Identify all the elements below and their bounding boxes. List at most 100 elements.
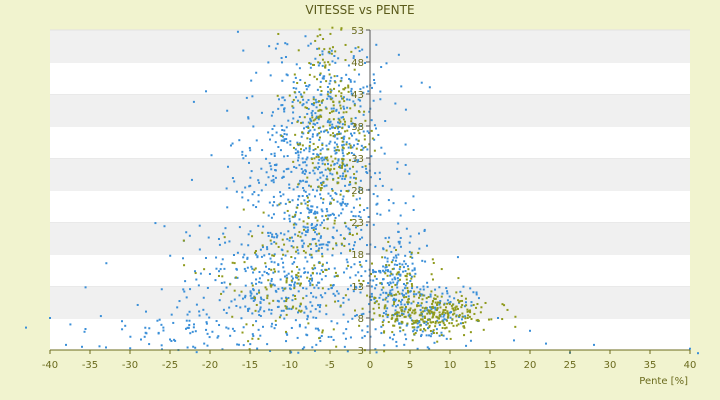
data-point [289, 143, 292, 146]
data-point [349, 80, 352, 83]
data-point [273, 253, 276, 256]
data-point [393, 301, 396, 304]
data-point [362, 91, 365, 94]
data-point [307, 130, 310, 133]
data-point [249, 176, 252, 179]
data-point [410, 302, 413, 305]
data-point [263, 310, 266, 313]
data-point [220, 281, 223, 284]
data-point [320, 130, 323, 133]
data-point [359, 105, 362, 108]
data-point [374, 300, 377, 303]
data-point [353, 263, 356, 266]
data-point [382, 324, 385, 327]
data-point [399, 214, 402, 217]
x-tick-label: -40 [42, 360, 58, 371]
data-point [430, 321, 433, 324]
data-point [361, 307, 364, 310]
data-point [416, 322, 419, 325]
data-point [406, 322, 409, 325]
data-point [341, 208, 344, 211]
x-tick-label: -25 [162, 360, 178, 371]
data-point [382, 286, 385, 289]
data-point [332, 104, 335, 107]
data-point [313, 63, 316, 66]
data-point [445, 337, 448, 340]
data-point [391, 259, 394, 262]
data-point [163, 225, 166, 228]
data-point [382, 312, 385, 315]
data-point [327, 214, 330, 217]
data-point [303, 271, 306, 274]
data-point [344, 59, 347, 62]
data-point [197, 284, 200, 287]
data-point [466, 310, 469, 313]
data-point [315, 316, 318, 319]
data-point [287, 119, 290, 122]
data-point [322, 174, 325, 177]
data-point [346, 170, 349, 173]
data-point [307, 99, 310, 102]
data-point [251, 235, 254, 238]
data-point [310, 227, 313, 230]
data-point [380, 66, 383, 69]
data-point [240, 243, 243, 246]
data-point [448, 322, 451, 325]
data-point [461, 312, 464, 315]
data-point [349, 79, 352, 82]
data-point [298, 91, 301, 94]
data-point [330, 335, 333, 338]
data-point [252, 289, 255, 292]
data-point [296, 143, 299, 146]
data-point [353, 104, 356, 107]
data-point [406, 303, 409, 306]
data-point [357, 215, 360, 218]
data-point [461, 315, 464, 318]
data-point [407, 314, 410, 317]
data-point [306, 204, 309, 207]
data-point [393, 263, 396, 266]
data-point [285, 340, 288, 343]
data-point [266, 248, 269, 251]
data-point [366, 56, 369, 59]
data-point [249, 343, 252, 346]
data-point [365, 224, 368, 227]
data-point [341, 161, 344, 164]
data-point [278, 316, 281, 319]
data-point [342, 154, 345, 157]
data-point [285, 332, 288, 335]
data-point [199, 272, 202, 275]
data-point [250, 79, 253, 82]
data-point [308, 144, 311, 147]
data-point [231, 142, 234, 145]
data-point [438, 334, 441, 337]
data-point [340, 202, 343, 205]
data-point [309, 284, 312, 287]
data-point [327, 192, 330, 195]
data-point [299, 275, 302, 278]
data-point [267, 214, 270, 217]
data-point [416, 305, 419, 308]
data-point [308, 150, 311, 153]
data-point [300, 121, 303, 124]
data-point [273, 268, 276, 271]
data-point [185, 319, 188, 322]
data-point [379, 90, 382, 93]
data-point [335, 275, 338, 278]
data-point [301, 157, 304, 160]
data-point [331, 123, 334, 126]
data-point [368, 143, 371, 146]
data-point [304, 180, 307, 183]
data-point [297, 156, 300, 159]
data-point [339, 305, 342, 308]
data-point [277, 270, 280, 273]
data-point [334, 300, 337, 303]
data-point [320, 208, 323, 211]
data-point [252, 297, 255, 300]
data-point [238, 226, 241, 229]
data-point [310, 274, 313, 277]
data-point [336, 75, 339, 78]
data-point [243, 261, 246, 264]
data-point [307, 121, 310, 124]
data-point [389, 281, 392, 284]
